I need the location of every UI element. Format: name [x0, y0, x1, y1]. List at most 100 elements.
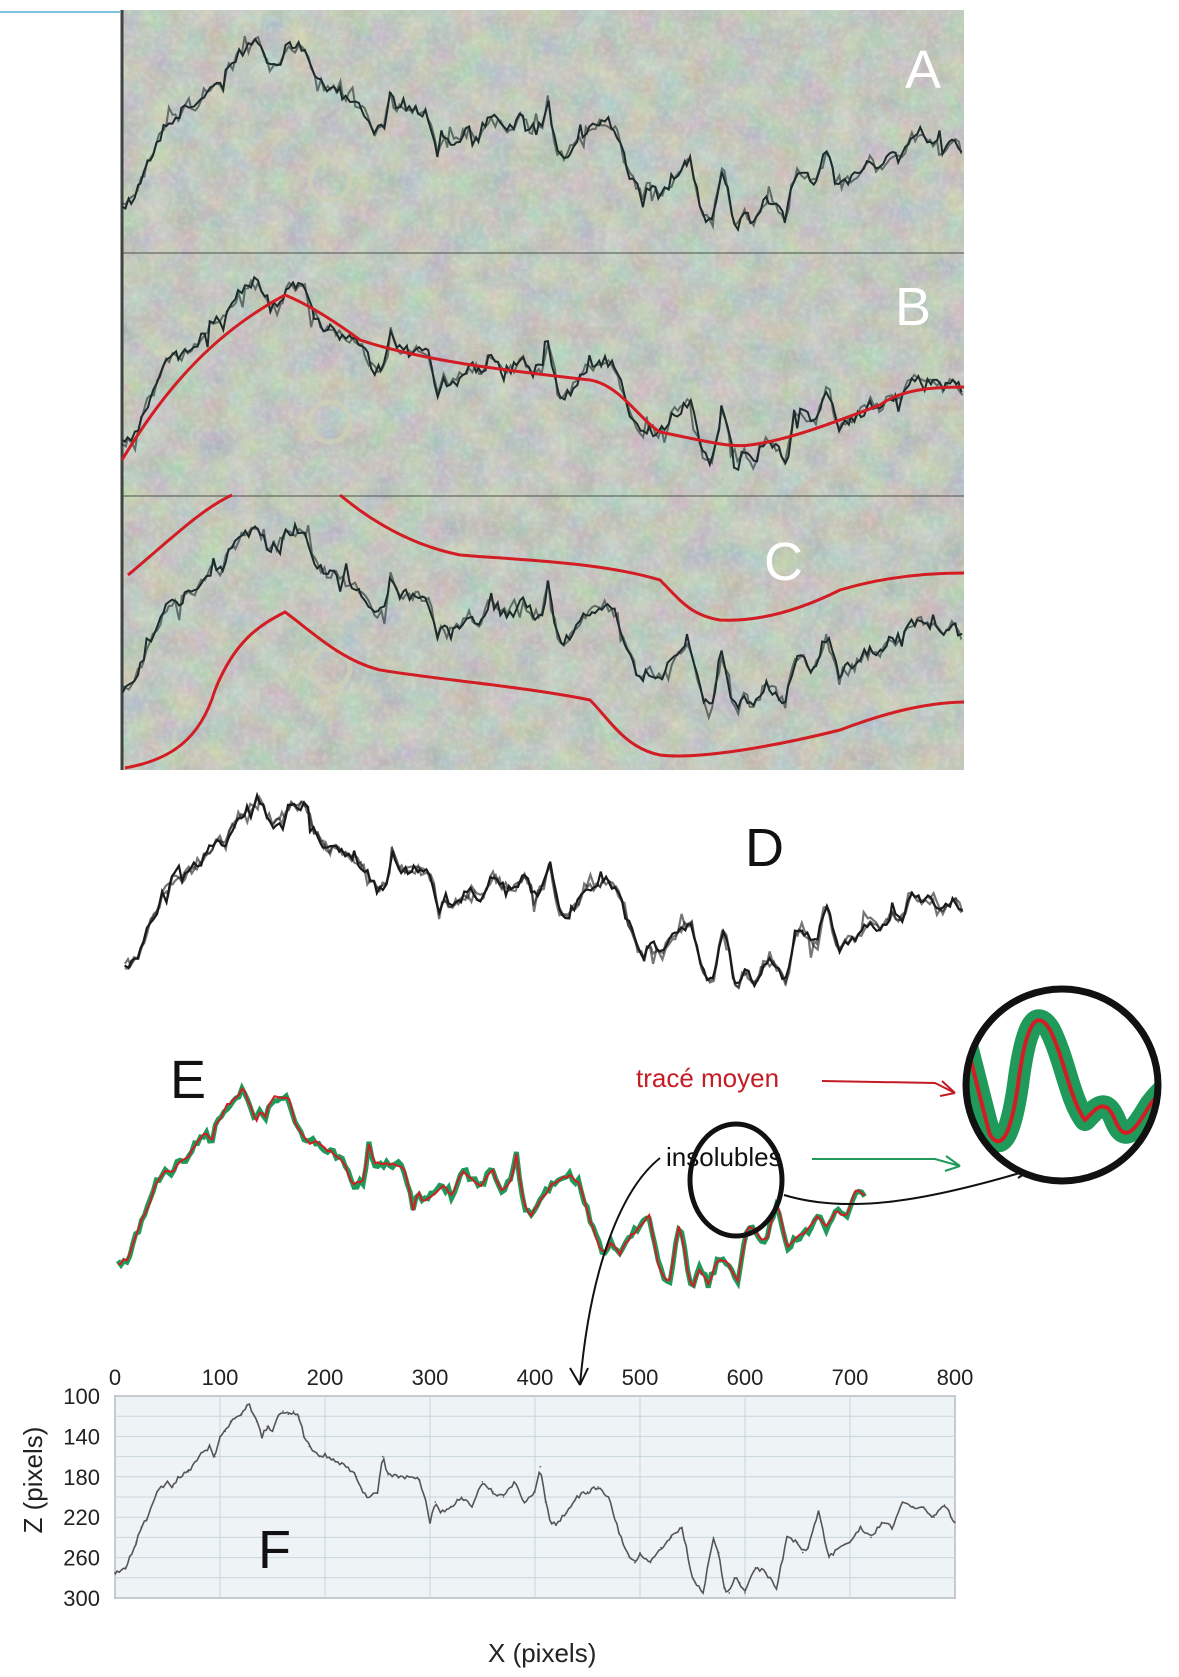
series-point: [166, 1481, 169, 1483]
series-point: [355, 1476, 358, 1478]
series-point: [492, 1491, 494, 1493]
series-point: [381, 1455, 384, 1458]
series-point: [586, 1491, 589, 1493]
x-tick-label: 300: [412, 1365, 449, 1390]
y-tick-label: 140: [63, 1424, 100, 1449]
series-point: [250, 1410, 253, 1412]
fossil-ring-b: [307, 399, 353, 445]
y-tick-labels: 100 140 180 220 260 300: [63, 1384, 100, 1611]
series-point: [450, 1506, 452, 1508]
series-point: [534, 1491, 536, 1493]
series-point: [870, 1536, 872, 1539]
series-point: [702, 1592, 704, 1594]
stylolite-line: [121, 35, 963, 231]
series-point: [618, 1531, 620, 1534]
series-point: [712, 1536, 715, 1539]
series-point: [219, 1435, 221, 1438]
series-point: [229, 1420, 232, 1423]
series-point: [408, 1476, 410, 1478]
series-point: [828, 1556, 830, 1559]
series-point: [303, 1435, 305, 1438]
panel-label-c: C: [764, 532, 803, 592]
series-point: [523, 1501, 526, 1503]
stylolite-line: [124, 795, 963, 990]
y-axis-title: Z (pixels): [18, 1427, 48, 1534]
zoom-circle-border: [962, 985, 1162, 1185]
series-point: [954, 1521, 956, 1524]
series-point: [933, 1516, 935, 1518]
series-point: [691, 1577, 694, 1579]
series-point: [891, 1526, 893, 1529]
x-tick-label: 600: [727, 1365, 764, 1390]
detail-circle-small: [687, 1121, 785, 1239]
y-tick-label: 260: [63, 1546, 100, 1571]
series-point: [576, 1496, 578, 1498]
series-point: [124, 1566, 127, 1569]
series-point: [297, 1415, 300, 1417]
series-point: [717, 1551, 720, 1554]
series-point: [555, 1524, 557, 1527]
series-point: [156, 1491, 158, 1493]
profile-plot-f: 0 100 200 300 400 500 600 700 800 100 140 180 220 26…: [18, 1365, 973, 1668]
series-point: [224, 1430, 227, 1433]
series-point: [901, 1501, 904, 1503]
rock-photo: [122, 10, 964, 770]
fossil-ring-c: [307, 645, 353, 691]
panel-label-e: E: [170, 1050, 206, 1110]
series-point: [114, 1571, 116, 1574]
x-tick-label: 400: [517, 1365, 554, 1390]
series-point: [943, 1504, 946, 1506]
series-point: [723, 1587, 725, 1589]
x-tick-label: 100: [202, 1365, 239, 1390]
arrow-insolubles-head: [944, 1155, 961, 1172]
series-point: [324, 1453, 326, 1456]
mean-trace-line: [117, 1086, 866, 1288]
x-axis-title: X (pixels): [488, 1638, 596, 1668]
series-point: [135, 1541, 137, 1544]
series-point: [187, 1470, 190, 1473]
stylolite-trace-c: [121, 520, 963, 722]
series-point: [639, 1551, 641, 1554]
series-point: [318, 1455, 321, 1458]
series-point: [633, 1561, 636, 1564]
arrow-to-plot: [579, 1157, 661, 1386]
arrow-to-plot-head: [569, 1367, 589, 1386]
series-point: [248, 1403, 251, 1405]
series-point: [460, 1496, 463, 1498]
series-point: [880, 1521, 883, 1524]
extracted-profile-d: [124, 791, 964, 990]
x-tick-label: 500: [622, 1365, 659, 1390]
y-tick-label: 100: [63, 1384, 100, 1409]
stylolite-line: [121, 524, 963, 722]
series-line: [114, 1403, 956, 1595]
panel-label-b: B: [895, 277, 931, 337]
mean-trace-e: [117, 1086, 866, 1288]
series-point: [177, 1476, 179, 1478]
series-point: [481, 1481, 484, 1483]
series-point: [292, 1410, 295, 1412]
series-point: [660, 1546, 662, 1549]
arrow-mean-trace: [821, 1080, 956, 1094]
series-point: [565, 1511, 568, 1513]
series-point: [765, 1571, 767, 1574]
stylolite-line: [124, 794, 964, 990]
series-point: [817, 1511, 820, 1513]
panel-label-a: A: [905, 40, 941, 100]
series-point: [213, 1455, 216, 1458]
arrow-insolubles: [812, 1158, 961, 1167]
insolubles-profile-e: [115, 1082, 867, 1290]
series-point: [276, 1415, 279, 1417]
x-tick-label: 700: [832, 1365, 869, 1390]
series-point: [744, 1592, 746, 1594]
stylolite-line: [124, 791, 964, 989]
series-point: [418, 1479, 421, 1481]
series-point: [775, 1587, 778, 1589]
mean-trace-b: [120, 293, 965, 461]
series-point: [786, 1536, 788, 1539]
series-point: [728, 1592, 731, 1594]
series-point: [471, 1506, 473, 1508]
envelope-upper-c: [127, 493, 965, 622]
series-point: [912, 1506, 914, 1508]
series-point: [649, 1561, 652, 1564]
